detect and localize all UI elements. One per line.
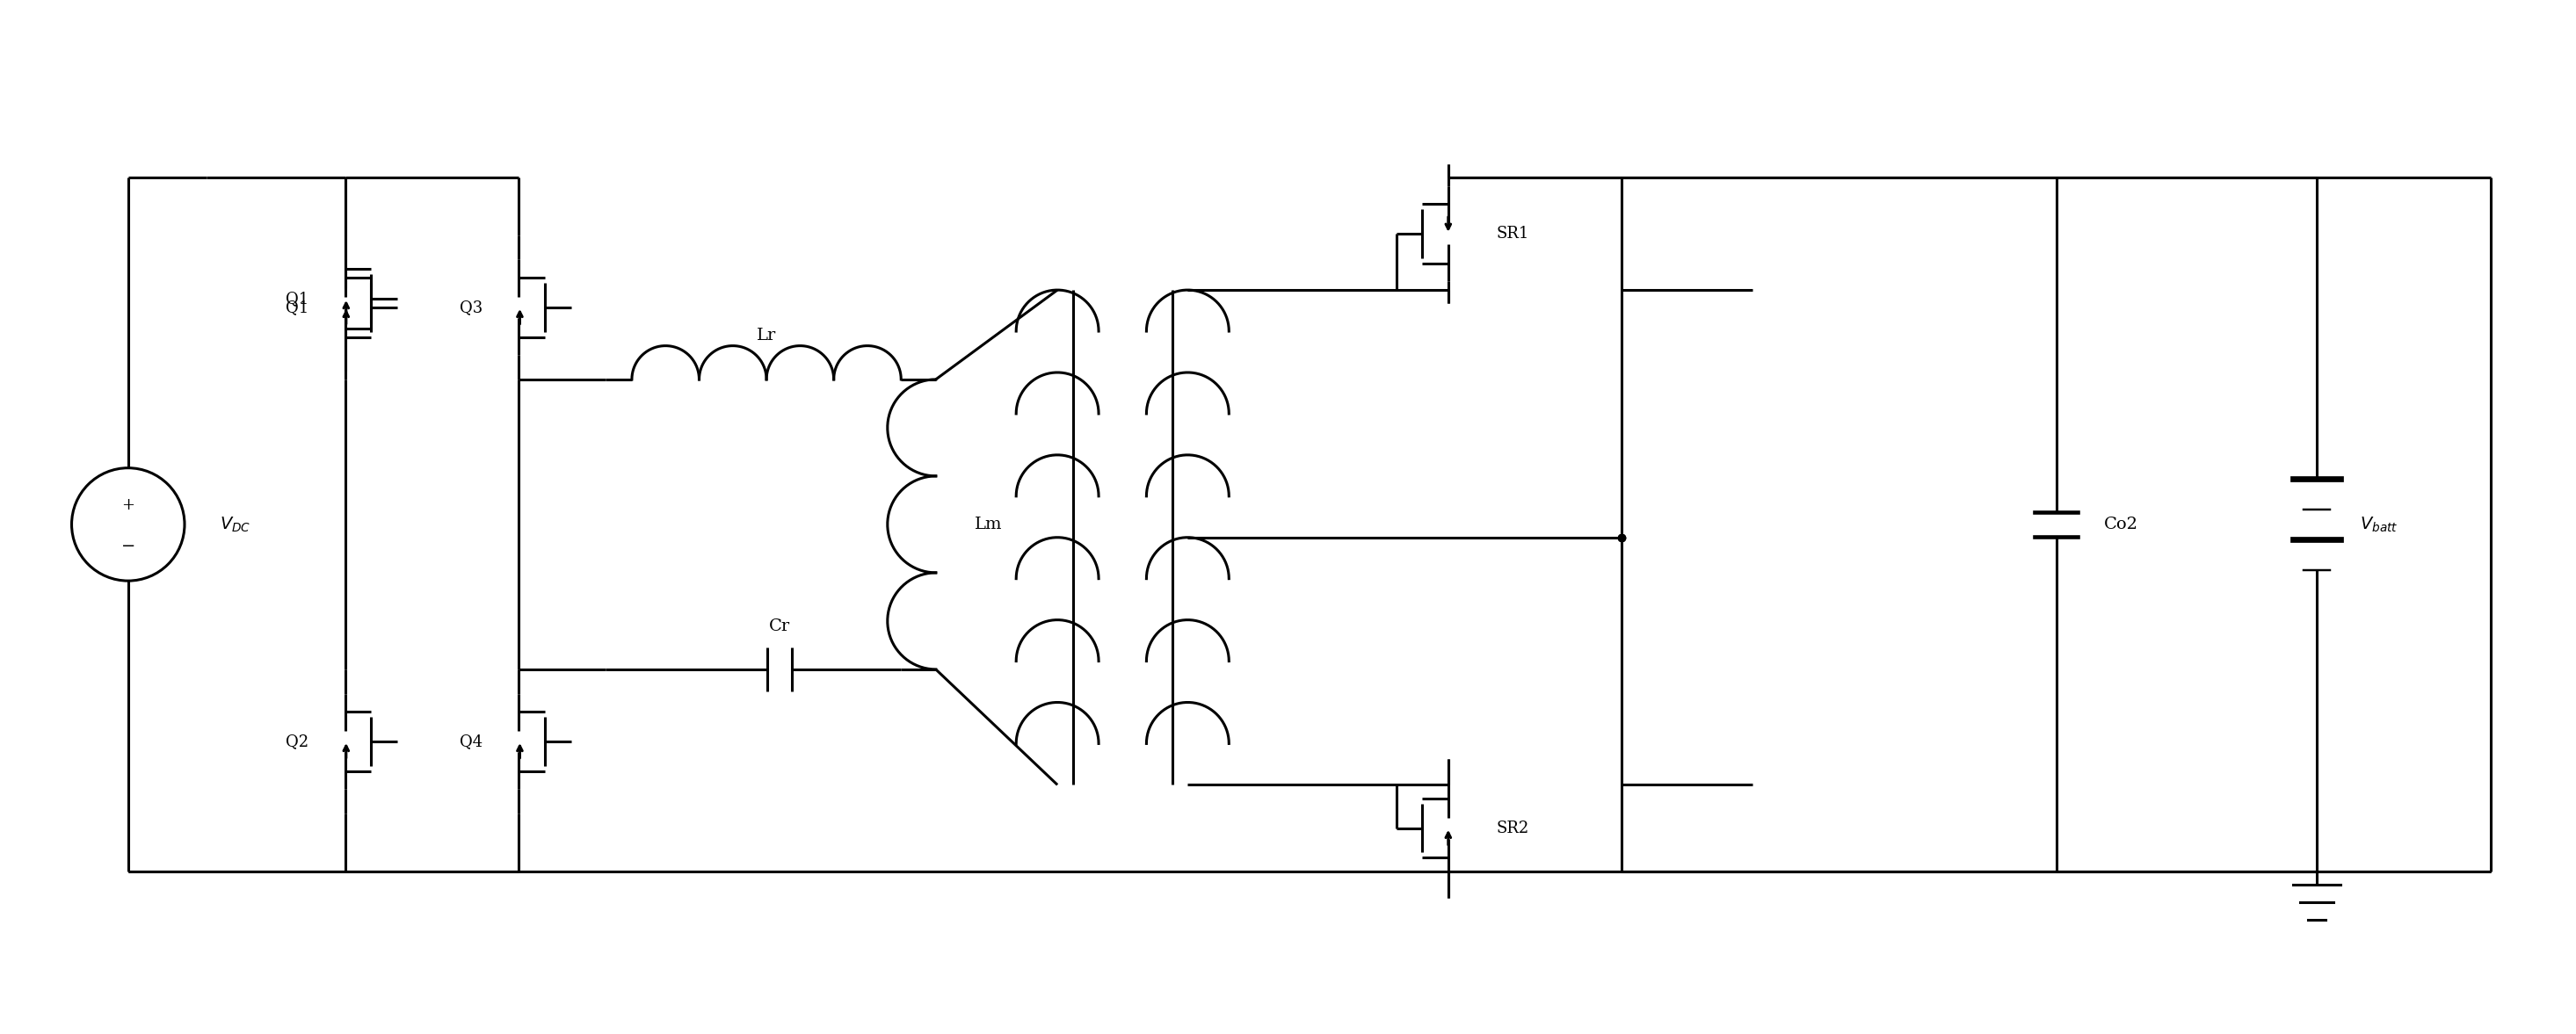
Text: +: +: [121, 497, 134, 513]
Text: $V_{batt}$: $V_{batt}$: [2360, 515, 2398, 534]
Text: Q2: Q2: [286, 733, 309, 750]
Text: Lm: Lm: [974, 516, 1002, 533]
Text: SR1: SR1: [1497, 225, 1530, 242]
Text: Lr: Lr: [757, 328, 775, 344]
Text: −: −: [121, 538, 137, 554]
Text: Q3: Q3: [459, 300, 482, 315]
Text: Co2: Co2: [2105, 516, 2138, 533]
Text: SR2: SR2: [1497, 820, 1528, 837]
Text: Q1: Q1: [286, 300, 309, 315]
Text: $V_{DC}$: $V_{DC}$: [219, 515, 250, 534]
Text: Q4: Q4: [459, 733, 482, 750]
Text: Cr: Cr: [768, 618, 791, 634]
Text: Q1: Q1: [286, 291, 309, 306]
